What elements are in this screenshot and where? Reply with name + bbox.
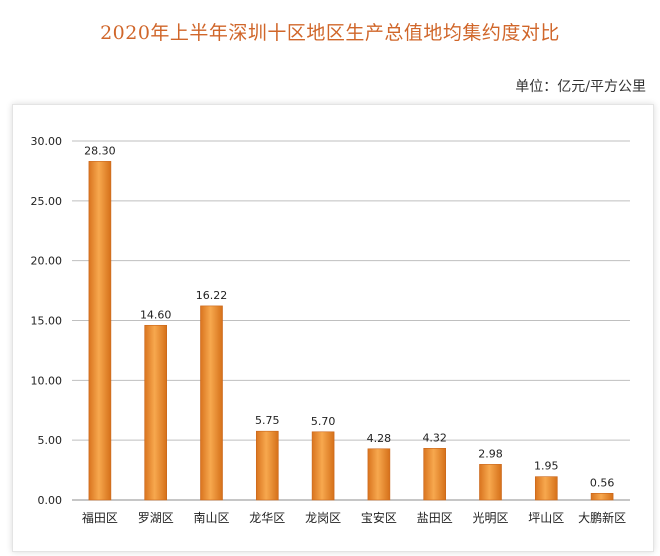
unit-label: 单位：亿元/平方公里	[515, 79, 646, 95]
y-tick-label: 5.00	[38, 434, 63, 447]
y-tick-label: 0.00	[38, 494, 63, 507]
y-tick-label: 30.00	[31, 135, 63, 148]
bar	[534, 476, 558, 501]
data-label: 4.28	[367, 432, 392, 445]
y-tick-label: 10.00	[31, 374, 63, 387]
x-tick-label: 龙岗区	[305, 511, 341, 525]
chart-title: 2020年上半年深圳十区地区生产总值地均集约度对比	[100, 22, 560, 44]
x-tick-label: 宝安区	[361, 510, 397, 525]
x-tick-label: 盐田区	[417, 511, 453, 525]
data-label: 5.75	[255, 414, 280, 427]
x-tick-label: 罗湖区	[138, 510, 174, 525]
data-labels: 28.30 14.60 16.22 5.75 5.70 4.28 4.32 2.98 1.95 0…	[84, 144, 614, 489]
data-label: 4.32	[422, 431, 447, 444]
x-tick-label: 福田区	[82, 510, 118, 525]
y-tick-label: 25.00	[31, 195, 63, 208]
x-axis: 福田区 罗湖区 南山区 龙华区 龙岗区 宝安区 盐田区 光明区 坪山区 大鹏新区	[82, 510, 626, 525]
data-label: 28.30	[84, 144, 116, 157]
data-label: 0.56	[590, 476, 615, 489]
data-label: 1.95	[534, 460, 559, 473]
x-tick-label: 坪山区	[528, 511, 564, 525]
x-tick-label: 大鹏新区	[578, 510, 626, 525]
bar	[144, 324, 167, 501]
x-tick-label: 龙华区	[249, 511, 285, 525]
data-label: 16.22	[196, 289, 228, 302]
bar	[423, 448, 447, 501]
x-tick-label: 光明区	[472, 511, 508, 525]
y-tick-label: 20.00	[31, 255, 63, 268]
y-axis: 0.00 5.00 10.00 15.00 20.00 25.00 30.00	[31, 135, 63, 507]
data-label: 5.70	[311, 415, 336, 428]
bar	[200, 305, 223, 501]
bar	[88, 161, 112, 501]
bar	[367, 448, 391, 501]
data-label: 2.98	[478, 447, 503, 460]
bar	[255, 430, 279, 501]
bar	[479, 464, 502, 501]
bars	[88, 161, 614, 501]
bar	[311, 431, 335, 501]
bar	[590, 492, 614, 501]
x-tick-label: 南山区	[193, 510, 229, 525]
y-tick-label: 15.00	[31, 315, 63, 328]
data-label: 14.60	[140, 308, 172, 321]
